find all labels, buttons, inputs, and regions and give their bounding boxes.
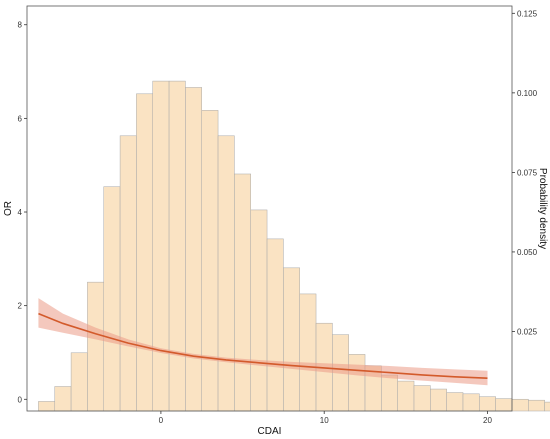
histogram-bar	[283, 267, 300, 412]
histogram-bar	[103, 186, 121, 412]
histogram-bar	[136, 93, 153, 412]
histogram-bar	[299, 293, 317, 412]
or-curve	[38, 312, 488, 380]
histogram-bar	[511, 398, 529, 412]
y-left-tick-label: 0	[18, 395, 23, 404]
histogram-bar	[430, 388, 447, 412]
y-left-tick-label: 8	[18, 21, 23, 30]
y-right-tick-label: 0.075	[517, 168, 538, 177]
y-right-tick-label: 0.050	[517, 248, 538, 257]
histogram-bar	[234, 173, 251, 412]
y-axis-left-title: OR	[3, 201, 14, 216]
y-axis-right: 0.025 0.050 0.075 0.100 0.125	[512, 9, 538, 336]
y-left-tick-label: 6	[18, 114, 23, 123]
histogram-bar	[446, 392, 464, 412]
y-right-tick-label: 0.125	[517, 9, 538, 18]
histogram-bar	[54, 386, 72, 412]
histogram-bar	[250, 209, 268, 412]
histogram-bar	[168, 80, 186, 412]
histogram-bar	[201, 110, 219, 412]
y-right-tick-label: 0.025	[517, 327, 538, 336]
histogram-bar	[266, 238, 284, 412]
y-axis-right-title: Probability density	[537, 168, 548, 249]
y-right-tick-label: 0.100	[517, 89, 538, 98]
histogram-bar	[348, 354, 366, 412]
x-axis: 0 10 20	[159, 411, 493, 425]
histogram-bar	[479, 396, 496, 412]
histogram-bar	[87, 281, 105, 412]
plot-border	[26, 5, 513, 412]
histogram-bar	[413, 385, 431, 412]
x-axis-title: CDAI	[258, 426, 282, 437]
histogram-bar	[495, 398, 513, 412]
histogram-bar	[152, 80, 170, 412]
x-tick-label: 10	[320, 416, 329, 425]
histogram-bar	[528, 399, 545, 412]
histogram-bar	[544, 401, 550, 412]
histogram-bar	[70, 352, 88, 412]
or-curve-group	[38, 312, 488, 380]
y-axis-left: 0 2 4 6 8	[18, 21, 27, 404]
histogram-bar	[38, 401, 56, 412]
histogram-bar	[397, 380, 415, 412]
histogram	[38, 80, 550, 412]
y-left-tick-label: 2	[18, 302, 23, 311]
histogram-bar	[185, 87, 202, 412]
histogram-bar	[381, 374, 398, 412]
histogram-bar	[462, 393, 480, 412]
histogram-bar	[217, 135, 235, 412]
x-tick-label: 0	[159, 416, 164, 425]
histogram-bar	[119, 135, 137, 412]
y-left-tick-label: 4	[18, 208, 23, 217]
x-tick-label: 20	[483, 416, 492, 425]
